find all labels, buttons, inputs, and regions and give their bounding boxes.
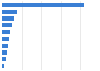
Bar <box>2 37 9 41</box>
Bar <box>2 23 12 27</box>
Bar <box>2 44 8 48</box>
Bar <box>2 50 7 55</box>
Bar <box>2 57 6 61</box>
Bar <box>2 30 10 34</box>
Bar <box>2 16 14 21</box>
Bar <box>2 64 4 68</box>
Bar <box>2 3 84 7</box>
Bar <box>2 10 17 14</box>
